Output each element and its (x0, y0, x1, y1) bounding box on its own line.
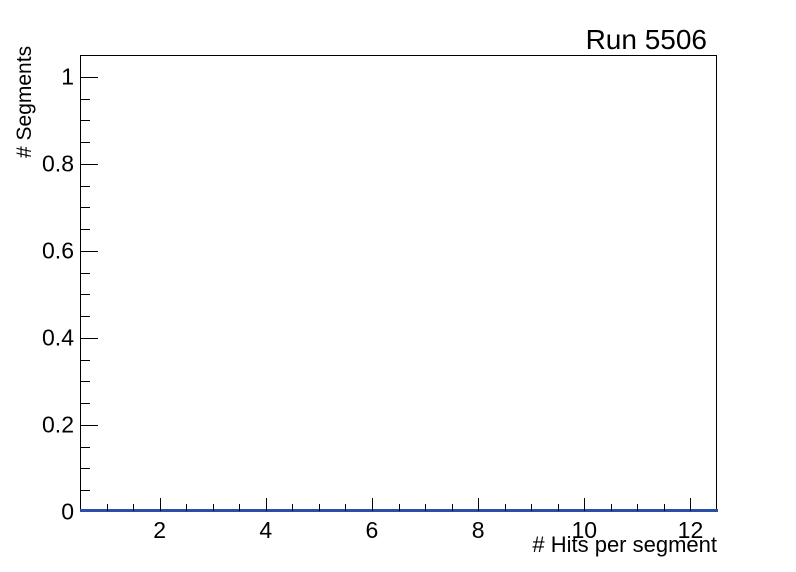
x-axis-minor-tick (186, 504, 187, 511)
x-axis-major-tick (478, 498, 479, 511)
y-axis-tick-label: 1 (61, 63, 74, 90)
x-axis-major-tick (690, 498, 691, 511)
x-axis-minor-tick (292, 504, 293, 511)
x-axis-title: # Hits per segment (532, 532, 717, 557)
chart-title: Run 5506 (585, 24, 707, 55)
x-axis-major-tick (160, 498, 161, 511)
x-axis-minor-tick (319, 504, 320, 511)
y-axis-major-tick (81, 338, 98, 339)
x-axis-minor-tick (399, 504, 400, 511)
x-axis-major-tick (266, 498, 267, 511)
y-axis-minor-tick (81, 186, 90, 187)
x-axis-tick-label: 12 (677, 517, 704, 543)
y-axis-tick-label: 0.8 (42, 150, 74, 177)
plot-frame (80, 55, 717, 512)
x-axis-minor-tick (345, 504, 346, 511)
x-axis-minor-tick (107, 504, 108, 511)
y-axis-major-tick (81, 251, 98, 252)
y-axis-minor-tick (81, 403, 90, 404)
y-axis-minor-tick (81, 447, 90, 448)
x-axis-minor-tick (452, 504, 453, 511)
y-axis-minor-tick (81, 273, 90, 274)
x-axis-minor-tick (531, 504, 532, 511)
x-axis-minor-tick (133, 504, 134, 511)
y-axis-tick-label: 0.4 (42, 324, 74, 351)
x-axis-major-tick (372, 498, 373, 511)
y-axis-minor-tick (81, 120, 90, 121)
y-axis-tick-label: 0 (61, 498, 74, 525)
x-axis-minor-tick (213, 504, 214, 511)
x-axis-minor-tick (425, 504, 426, 511)
x-axis-minor-tick (637, 504, 638, 511)
x-axis-minor-tick (239, 504, 240, 511)
y-axis-minor-tick (81, 468, 90, 469)
x-axis-minor-tick (611, 504, 612, 511)
y-axis-major-tick (81, 164, 98, 165)
x-axis-tick-label: 4 (259, 517, 273, 543)
y-axis-minor-tick (81, 360, 90, 361)
x-axis-tick-label: 2 (153, 517, 167, 543)
x-axis-minor-tick (505, 504, 506, 511)
x-axis-major-tick (584, 498, 585, 511)
y-axis-minor-tick (81, 294, 90, 295)
y-axis-minor-tick (81, 381, 90, 382)
y-axis-major-tick (81, 425, 98, 426)
x-axis-tick-label: 10 (571, 517, 598, 543)
y-axis-minor-tick (81, 490, 90, 491)
y-axis-tick-label: 0.2 (42, 411, 74, 438)
x-axis-tick-label: 8 (471, 517, 485, 543)
y-axis-minor-tick (81, 229, 90, 230)
y-axis-minor-tick (81, 142, 90, 143)
x-axis-minor-tick (664, 504, 665, 511)
y-axis-title: # Segments (13, 45, 36, 158)
x-axis-minor-tick (558, 504, 559, 511)
y-axis-minor-tick (81, 99, 90, 100)
y-axis-minor-tick (81, 207, 90, 208)
y-axis-tick-label: 0.6 (42, 237, 74, 264)
y-axis-minor-tick (81, 316, 90, 317)
y-axis-major-tick (81, 77, 98, 78)
x-axis-tick-label: 6 (365, 517, 379, 543)
